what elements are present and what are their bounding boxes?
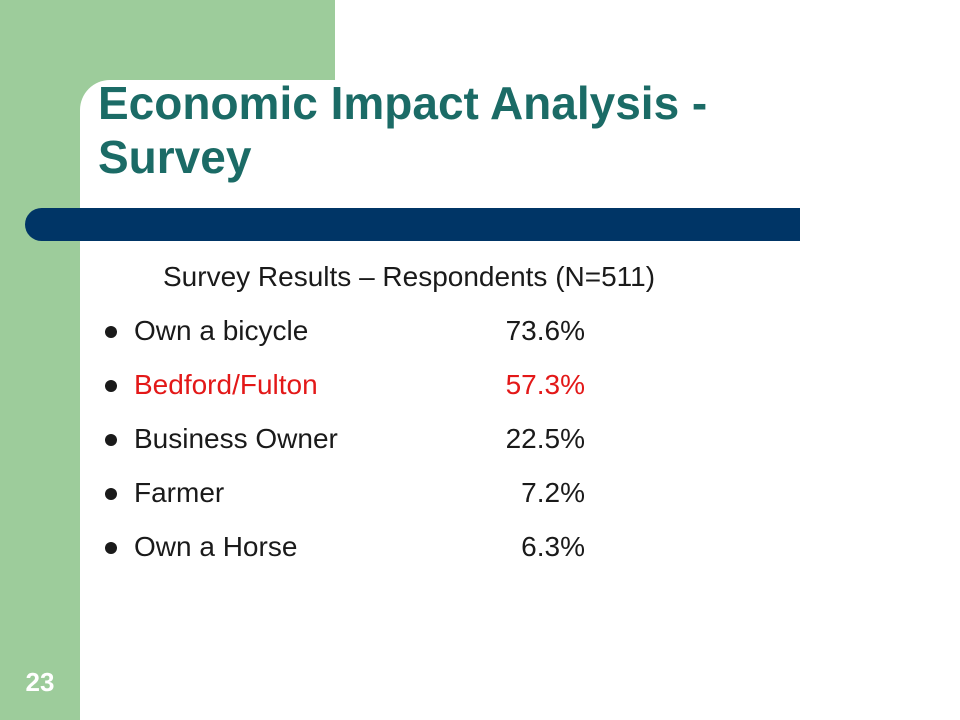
title-underline-bar [25,208,800,241]
bullet-icon [105,542,117,554]
results-list: Own a bicycle 73.6% Bedford/Fulton 57.3%… [100,313,600,583]
slide-subtitle: Survey Results – Respondents (N=511) [163,261,656,292]
bullet-icon [105,326,117,338]
list-item: Bedford/Fulton 57.3% [100,367,600,421]
bullet-icon [105,380,117,392]
slide-title: Economic Impact Analysis - Survey [98,77,708,183]
item-label: Bedford/Fulton [134,369,318,400]
item-value: 22.5% [505,423,585,454]
top-accent-band [0,0,335,80]
bullet-icon [105,434,117,446]
item-label: Business Owner [134,423,338,454]
list-item: Own a Horse 6.3% [100,529,600,583]
slide-number: 23 [25,667,55,697]
list-item: Farmer 7.2% [100,475,600,529]
item-label: Own a Horse [134,531,298,562]
item-value: 6.3% [521,531,585,562]
item-value: 7.2% [521,477,585,508]
item-label: Own a bicycle [134,315,309,346]
left-accent-band [0,0,80,720]
list-item: Business Owner 22.5% [100,421,600,475]
item-value: 73.6% [505,315,585,346]
item-label: Farmer [134,477,225,508]
list-item: Own a bicycle 73.6% [100,313,600,367]
item-value: 57.3% [505,369,585,400]
bullet-icon [105,488,117,500]
